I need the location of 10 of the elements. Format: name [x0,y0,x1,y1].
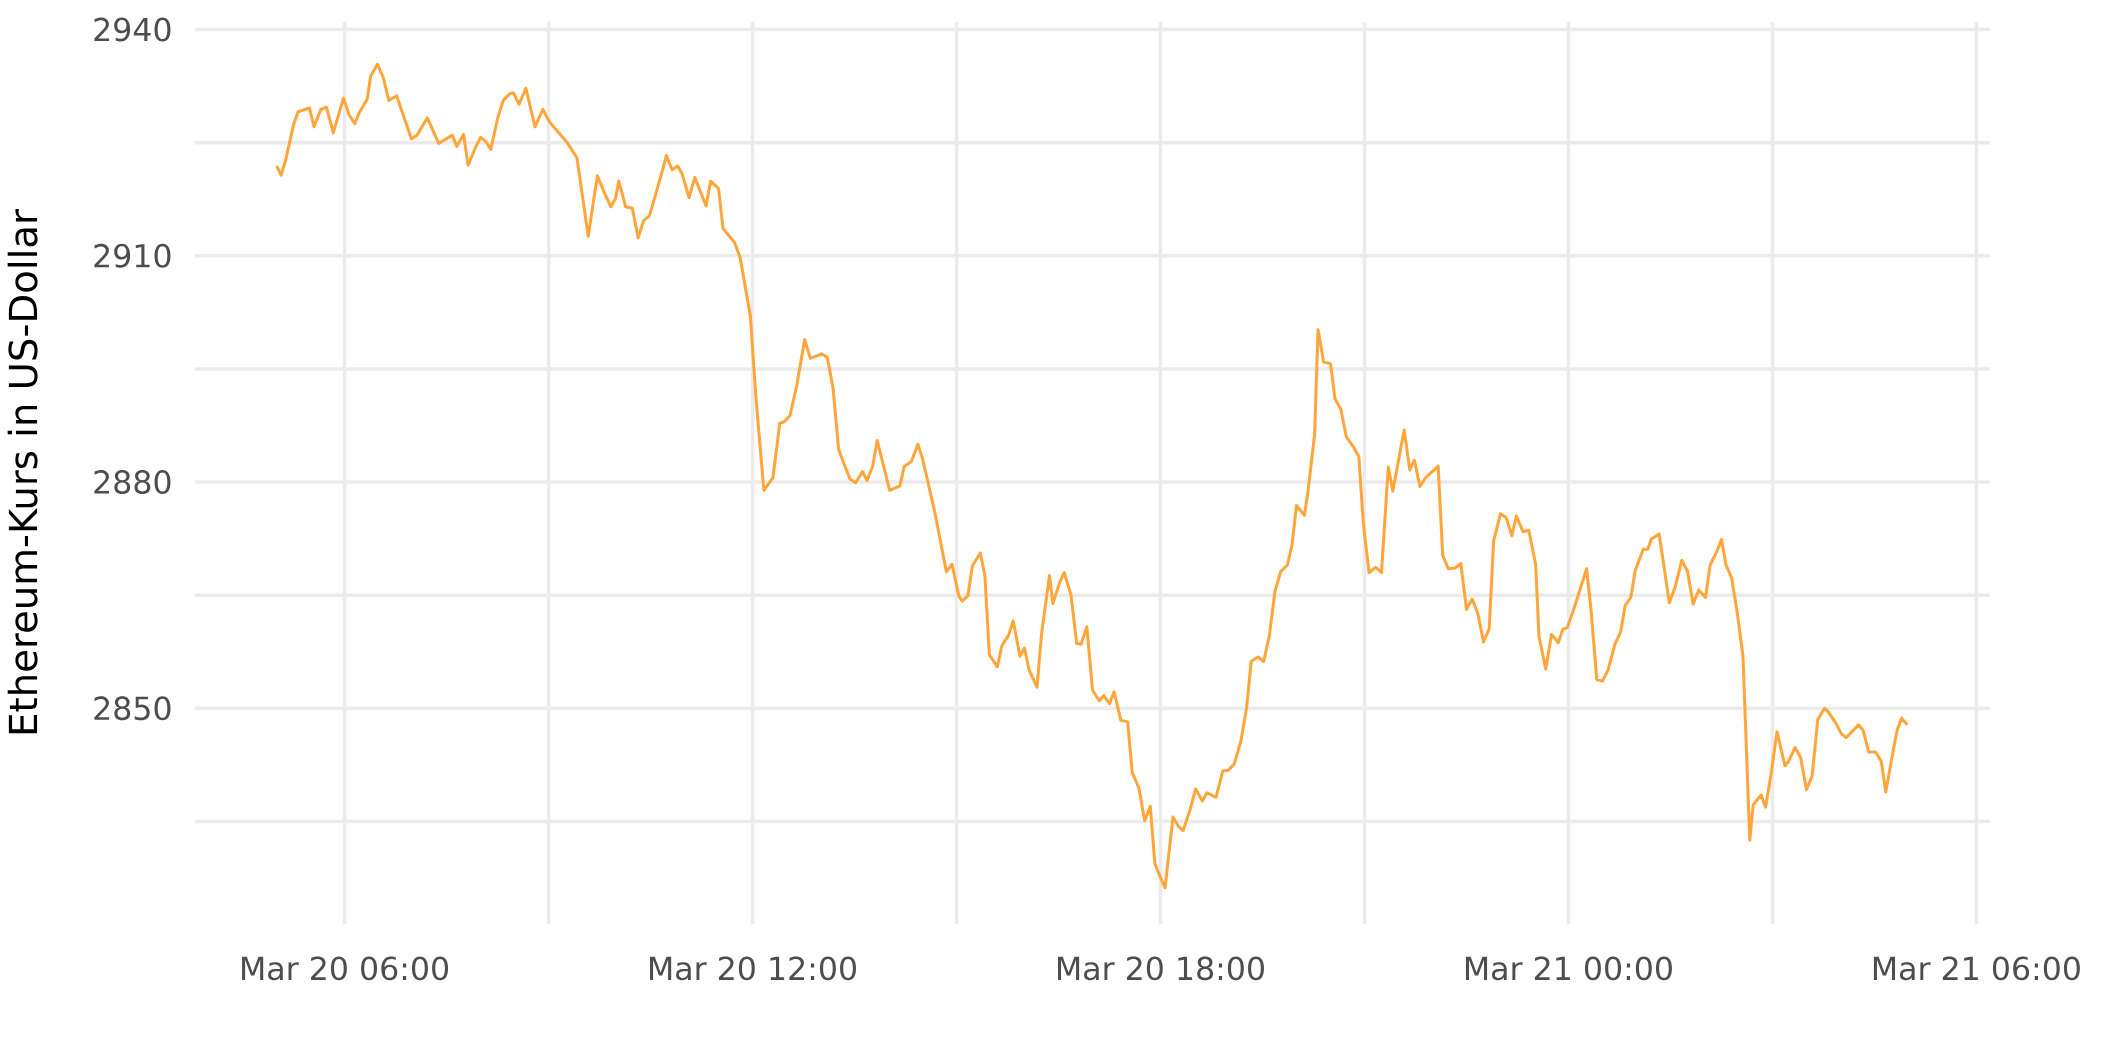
x-tick-label: Mar 21 00:00 [1465,956,1672,981]
y-tick-label: 2940 [94,17,171,42]
x-tick-label: Mar 20 06:00 [242,956,449,981]
y-axis-title: Ethereum-Kurs in US-Dollar [7,209,38,734]
y-tick-label: 2850 [94,696,171,721]
y-tick-label: 2880 [94,470,171,494]
x-tick-label: Mar 20 18:00 [1058,956,1264,981]
x-tick-label: Mar 21 06:00 [1873,956,2080,981]
y-tick-label: 2910 [94,243,171,268]
x-tick-label: Mar 20 12:00 [650,956,856,981]
